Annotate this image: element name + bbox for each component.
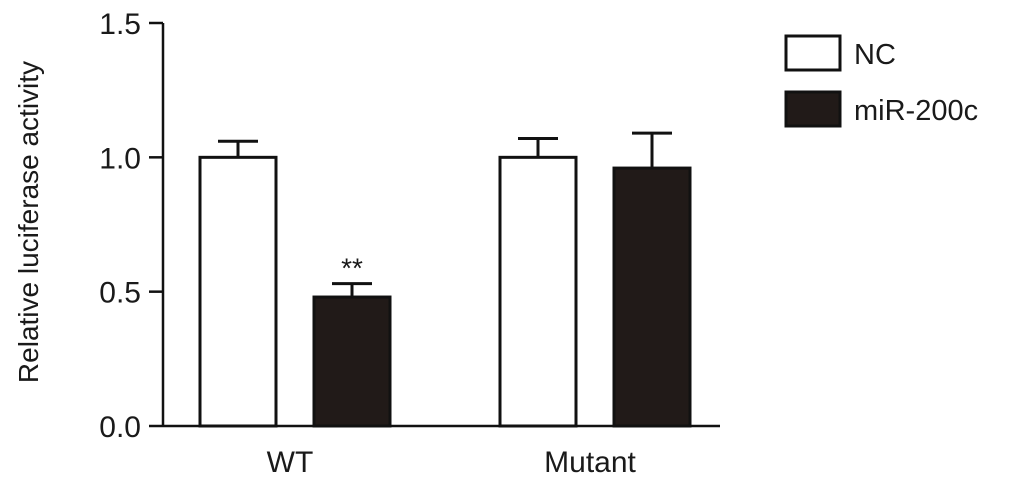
y-axis-label: Relative luciferase activity <box>13 61 44 383</box>
y-tick-label: 1.5 <box>99 8 141 41</box>
category-labels: WT Mutant <box>267 446 637 479</box>
y-tick-label: 1.0 <box>99 142 141 175</box>
bar-nc-wt <box>198 155 278 428</box>
y-axis-ticks: 0.0 0.5 1.0 1.5 <box>99 8 163 444</box>
bars-group <box>198 131 692 428</box>
legend-swatch-mir-200c <box>784 90 842 128</box>
category-label-wt: WT <box>267 446 314 479</box>
legend-label: miR-200c <box>854 95 978 127</box>
legend-label: NC <box>854 39 896 71</box>
bar-mir-200c-mutant <box>612 166 692 428</box>
legend: NC miR-200c <box>784 34 978 128</box>
annotations-group: ** <box>341 253 363 284</box>
category-label-mutant: Mutant <box>544 446 636 479</box>
bar-mir-200c-wt <box>312 295 392 428</box>
y-tick-label: 0.5 <box>99 277 141 310</box>
bar-nc-mutant <box>498 155 578 428</box>
y-tick-label: 0.0 <box>99 411 141 444</box>
legend-swatch-nc <box>784 34 842 72</box>
significance-marker: ** <box>341 253 363 284</box>
